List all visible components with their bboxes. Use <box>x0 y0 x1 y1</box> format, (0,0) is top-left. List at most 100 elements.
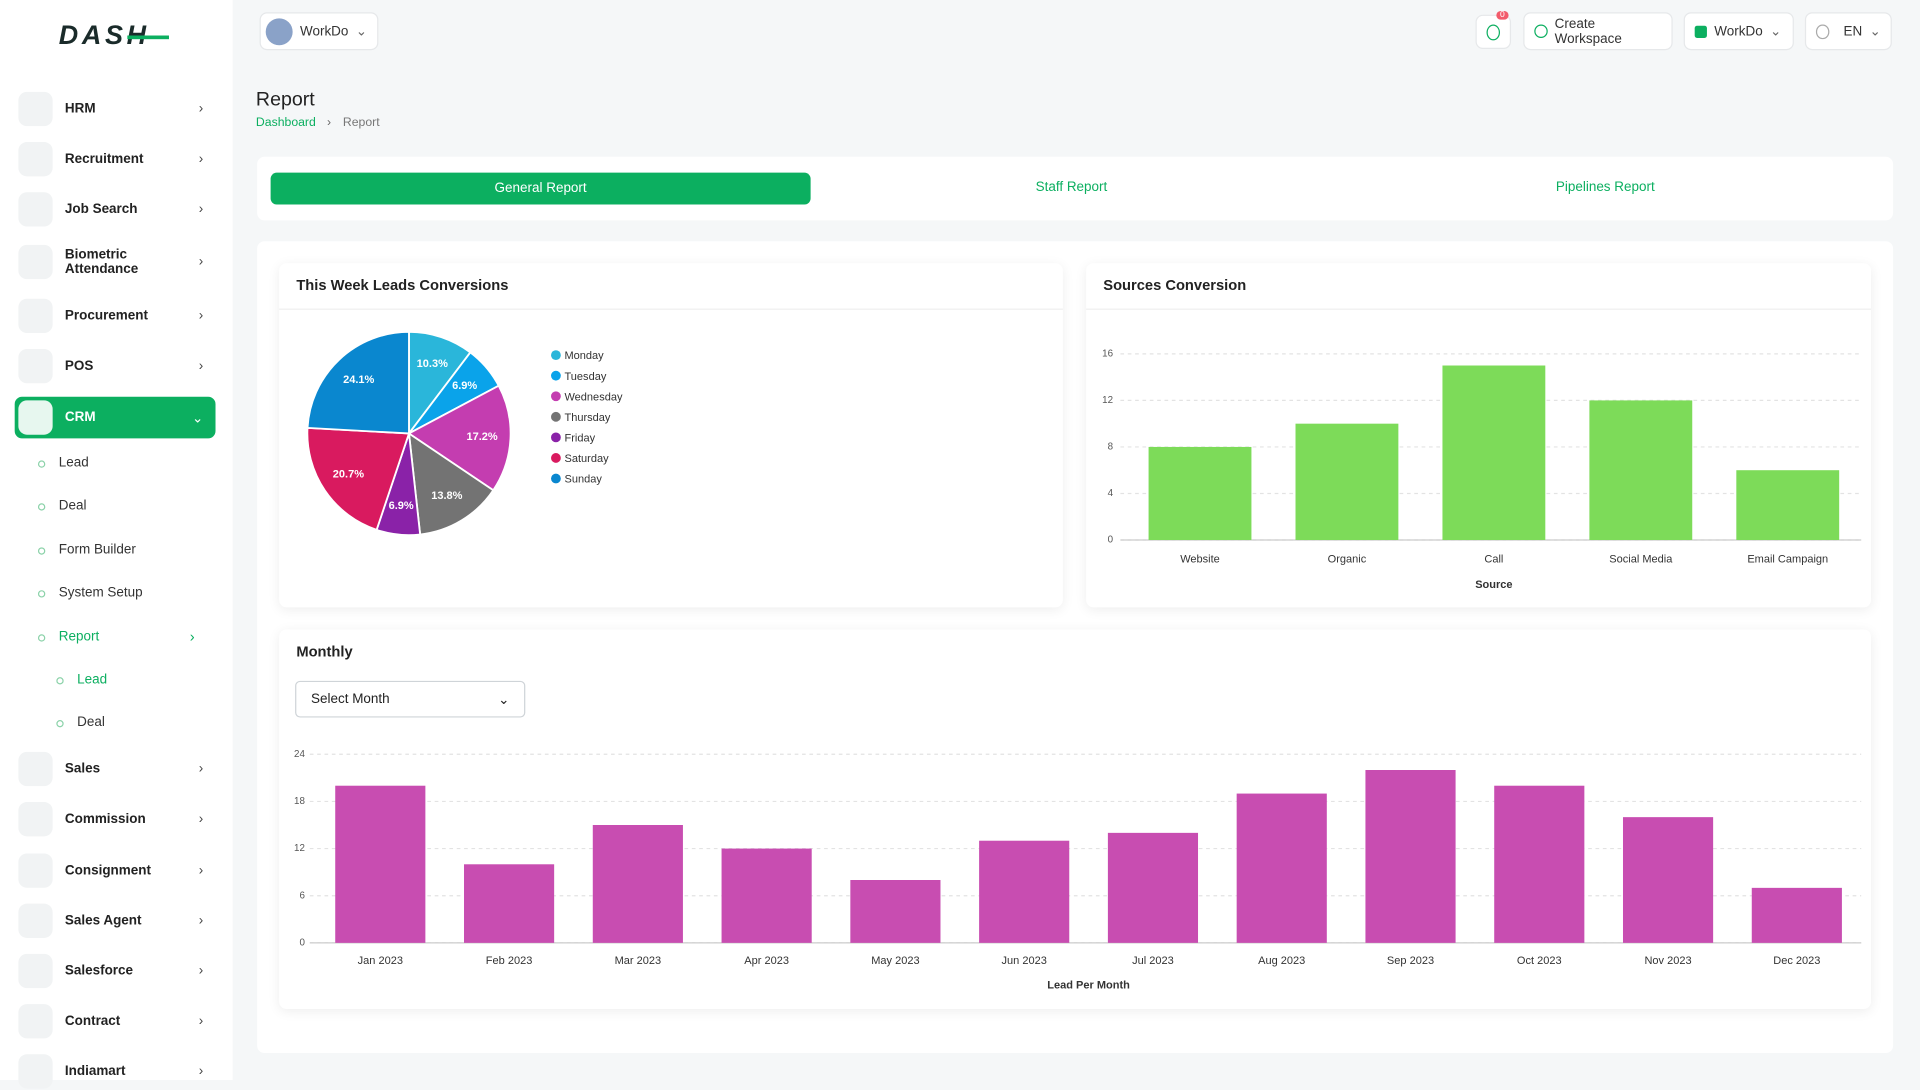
x-tick-label: Jan 2023 <box>358 955 403 967</box>
brand-logo[interactable]: DASH <box>58 19 150 51</box>
legend-label: Monday <box>564 350 604 362</box>
x-tick-label: Website <box>1180 553 1220 565</box>
nav-subitem[interactable]: Deal <box>38 498 87 514</box>
nav-item[interactable]: CRM ⌄ <box>14 396 216 439</box>
user-menu[interactable]: WorkDo ⌄ <box>1683 12 1794 51</box>
tabs-card: General Report Staff Report Pipelines Re… <box>257 156 1894 221</box>
nav-label: Contract <box>64 1013 121 1029</box>
x-tick-label: Sep 2023 <box>1387 955 1434 967</box>
nav-chevron: › <box>198 963 204 979</box>
page-title: Report <box>255 89 315 111</box>
legend-swatch <box>551 370 561 381</box>
legend-swatch <box>551 432 561 443</box>
nav-item[interactable]: Salesforce › <box>15 953 216 990</box>
nav-subitem[interactable]: Deal <box>56 715 105 730</box>
data-label: 24.1% <box>343 374 374 386</box>
nav-label: Recruitment <box>64 151 144 167</box>
y-tick-label: 18 <box>294 796 305 807</box>
bar <box>850 880 941 943</box>
nav-icon <box>18 91 53 127</box>
tab-active[interactable]: General Report <box>270 172 811 205</box>
nav-label: Indiamart <box>64 1064 126 1079</box>
nav-chevron: › <box>198 101 204 117</box>
nav-chevron: › <box>198 1013 204 1029</box>
nav-item[interactable]: Biometric Attendance › <box>15 241 216 283</box>
nav-item[interactable]: Procurement › <box>15 298 216 335</box>
nav-subitem[interactable]: System Setup <box>37 585 143 601</box>
y-tick-label: 0 <box>1108 535 1114 546</box>
nav-item[interactable]: Contract › <box>15 1003 216 1040</box>
nav-subitem[interactable]: Report <box>37 629 100 645</box>
nav-item[interactable]: HRM › <box>15 91 216 128</box>
data-label: 20.7% <box>333 468 364 480</box>
bar <box>1589 400 1693 541</box>
legend-label: Tuesday <box>564 371 606 383</box>
bar <box>464 864 555 943</box>
legend-label: Wednesday <box>564 391 622 403</box>
x-tick-label: Aug 2023 <box>1258 955 1305 967</box>
nav-item[interactable]: Consignment › <box>15 852 216 889</box>
nav-item[interactable]: Sales › <box>15 751 216 788</box>
monthly-card <box>279 629 1872 1009</box>
workspace-switcher[interactable]: WorkDo ⌄ <box>259 12 379 51</box>
x-tick-label: Mar 2023 <box>615 955 662 967</box>
card-title: This Week Leads Conversions <box>296 276 509 294</box>
legend-swatch <box>551 391 561 402</box>
nav-label: Sales Agent <box>64 913 142 929</box>
x-tick-label: Call <box>1484 553 1503 565</box>
x-tick-label: Apr 2023 <box>744 955 789 967</box>
language-selector[interactable]: EN ⌄ <box>1804 12 1892 51</box>
nav-item[interactable]: Recruitment › <box>15 141 216 178</box>
bar <box>721 848 812 943</box>
x-tick-label: Email Campaign <box>1747 553 1828 565</box>
nav-label: Job Search <box>64 202 138 217</box>
nav-label: Biometric Attendance <box>64 247 139 277</box>
x-tick-label: Oct 2023 <box>1517 955 1562 967</box>
create-workspace-button[interactable]: Create Workspace <box>1523 12 1673 51</box>
nav-label: POS <box>64 358 94 374</box>
logo-accent <box>127 35 169 40</box>
legend-label: Friday <box>564 433 595 445</box>
nav-icon <box>18 192 53 227</box>
card-title: Monthly <box>296 642 353 661</box>
bar <box>1365 770 1456 943</box>
nav-chevron: › <box>198 1064 204 1079</box>
legend-swatch <box>551 453 561 463</box>
breadcrumb-link[interactable]: Dashboard <box>255 116 316 130</box>
pie-slice <box>306 330 410 435</box>
pie-slice <box>407 384 512 492</box>
notification-count: 0 <box>1496 11 1509 20</box>
bar <box>1442 365 1546 541</box>
x-tick-label: Organic <box>1328 553 1367 565</box>
bar <box>1622 817 1714 943</box>
y-tick-label: 16 <box>1102 348 1113 359</box>
x-axis-label: Lead Per Month <box>1047 980 1130 992</box>
nav-icon <box>18 853 53 888</box>
nav-subitem[interactable]: Lead <box>37 455 89 471</box>
x-tick-label: Jun 2023 <box>1002 955 1047 967</box>
nav-item[interactable]: Job Search › <box>15 191 216 228</box>
bar <box>1736 470 1840 541</box>
y-tick-label: 12 <box>1102 395 1113 406</box>
tab[interactable]: Pipelines Report <box>1555 180 1655 195</box>
nav-item[interactable]: Commission › <box>15 801 216 838</box>
nav-subitem[interactable]: Form Builder <box>37 542 136 558</box>
notifications[interactable]: 0 <box>1475 11 1512 49</box>
nav-icon <box>18 802 53 837</box>
tab[interactable]: Staff Report <box>1035 180 1108 195</box>
nav-item[interactable]: POS › <box>15 348 216 385</box>
y-tick-label: 4 <box>1108 488 1114 499</box>
pie-slice <box>306 426 411 531</box>
breadcrumb-current: Report <box>342 116 380 130</box>
y-tick-label: 6 <box>299 890 305 901</box>
nav-chevron: › <box>198 761 204 777</box>
nav-subitem[interactable]: Lead <box>55 672 108 687</box>
nav-icon <box>18 400 53 435</box>
nav-icon <box>18 751 53 787</box>
month-select[interactable]: Select Month ⌄ <box>295 680 526 718</box>
bar <box>1751 887 1842 943</box>
legend-label: Thursday <box>564 412 610 424</box>
nav-chevron: › <box>198 863 204 878</box>
nav-item[interactable]: Sales Agent › <box>15 902 216 939</box>
